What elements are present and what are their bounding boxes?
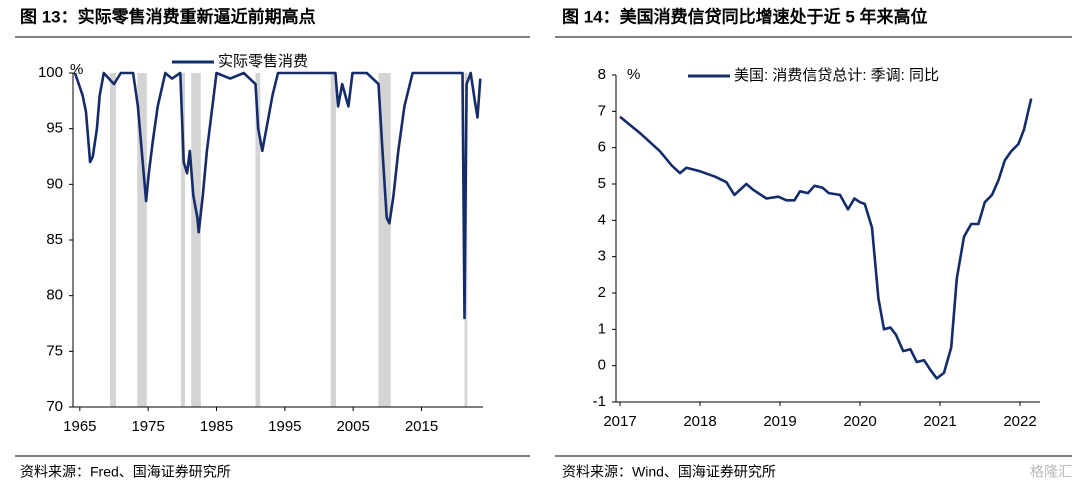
x-tick-label: 2018 — [683, 413, 716, 430]
x-tick-label: 2020 — [843, 413, 876, 430]
y-tick-label: 95 — [46, 120, 63, 137]
y-tick-label: 3 — [598, 248, 606, 265]
y-tick-label: 80 — [46, 287, 63, 304]
shaded-period — [330, 73, 337, 407]
shaded-period — [180, 73, 186, 407]
x-tick-label: 2019 — [763, 413, 796, 430]
y-tick-label: 2 — [598, 284, 606, 301]
y-tick-label: 0 — [598, 357, 606, 374]
y-unit: % — [627, 66, 640, 83]
y-tick-label: 5 — [598, 175, 606, 192]
line-series — [73, 71, 482, 320]
x-tick-label: 1965 — [63, 418, 96, 435]
shaded-period — [255, 73, 261, 407]
y-tick-label: 8 — [598, 66, 606, 83]
y-tick-label: 70 — [46, 398, 63, 415]
x-tick-label: 1995 — [268, 418, 301, 435]
y-tick-label: 90 — [46, 175, 63, 192]
y-unit: % — [70, 61, 83, 78]
y-tick-label: -1 — [593, 393, 606, 410]
y-tick-label: 75 — [46, 342, 63, 359]
x-tick-label: 2015 — [405, 418, 438, 435]
x-tick-label: 2021 — [923, 413, 956, 430]
source: 资料来源：Fred、国海证券研究所 — [20, 464, 231, 480]
shaded-period — [137, 73, 147, 407]
legend-label: 美国: 消费信贷总计: 季调: 同比 — [734, 67, 939, 84]
source: 资料来源：Wind、国海证券研究所 — [562, 464, 776, 480]
line-series — [619, 98, 1033, 380]
y-tick-label: 100 — [38, 64, 63, 81]
y-tick-label: 7 — [598, 102, 606, 119]
legend-label: 实际零售消费 — [218, 53, 308, 70]
chart-title: 图 14：美国消费信贷同比增速处于近 5 年来高位 — [562, 6, 928, 26]
shaded-period — [378, 73, 391, 407]
y-tick-label: 85 — [46, 231, 63, 248]
y-tick-label: 4 — [598, 211, 606, 228]
x-tick-label: 2022 — [1003, 413, 1036, 430]
y-tick-label: 1 — [598, 320, 606, 337]
x-tick-label: 2005 — [336, 418, 369, 435]
chart-title: 图 13：实际零售消费重新逼近前期高点 — [20, 6, 316, 26]
x-tick-label: 1975 — [131, 418, 164, 435]
watermark: 格隆汇 — [1030, 464, 1072, 480]
x-tick-label: 2017 — [603, 413, 636, 430]
x-tick-label: 1985 — [200, 418, 233, 435]
y-tick-label: 6 — [598, 139, 606, 156]
shaded-period — [191, 73, 201, 407]
shaded-period — [109, 73, 117, 407]
